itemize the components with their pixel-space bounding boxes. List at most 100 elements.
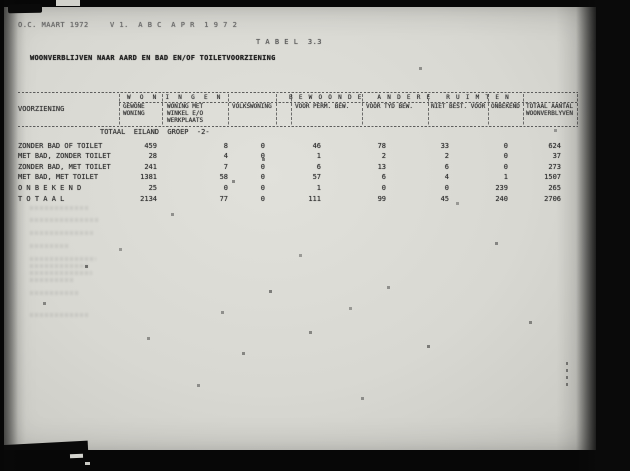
table-cell: 2 xyxy=(444,152,449,160)
date-stamp-right: V 1. A B C A P R 1 9 7 2 xyxy=(110,21,238,29)
column-divider xyxy=(162,94,163,126)
table-cell: 25 xyxy=(148,184,157,192)
scope-line: TOTAAL EILAND GROEP -2- xyxy=(100,128,210,136)
tabel-number-label: T A B E L 3.3 xyxy=(256,38,323,46)
column-header: VOOR TYD BEW. xyxy=(366,103,413,110)
table-cell: 33 xyxy=(440,141,449,150)
row-label: MET BAD, MET TOILET xyxy=(18,173,99,181)
table-cell: 240 xyxy=(495,195,508,203)
date-stamp-left: O.C. MAART 1972 xyxy=(18,21,89,29)
table-rule-under-groups xyxy=(119,102,578,103)
ghost-bleed-line xyxy=(30,206,90,210)
table-cell: 6 xyxy=(381,173,386,181)
scan-shadow-left xyxy=(4,0,18,471)
column-header: TOTAAL AANTAL xyxy=(526,103,573,110)
scan-border-white-dash xyxy=(69,453,84,459)
column-header: WONING xyxy=(123,109,145,117)
margin-dotted-mark xyxy=(566,362,568,386)
table-cell: 4 xyxy=(223,152,228,160)
column-header: WERKPLAATS xyxy=(167,116,204,124)
table-cell: 6 xyxy=(316,162,321,171)
table-rule-top xyxy=(18,92,578,93)
row-label: O N B E K E N D xyxy=(18,184,82,192)
column-header: GEWONE xyxy=(123,103,145,110)
column-divider xyxy=(488,94,489,126)
table-cell: 1 xyxy=(316,184,321,192)
table-cell: 459 xyxy=(144,141,157,150)
scan-border-bottom xyxy=(0,450,630,471)
table-cell: 0 xyxy=(260,152,265,160)
table-cell: 78 xyxy=(377,141,386,150)
table-cell: 0 xyxy=(223,184,228,192)
ghost-bleed-line xyxy=(30,257,96,261)
table-cell: 1 xyxy=(503,173,508,181)
ghost-bleed-line xyxy=(30,264,88,268)
table-cell: 4 xyxy=(444,173,449,181)
column-divider xyxy=(428,94,429,126)
table-cell: 77 xyxy=(219,195,228,203)
table-cell: 1507 xyxy=(544,173,561,181)
table-cell: 28 xyxy=(148,152,157,160)
table-cell: 46 xyxy=(312,141,321,150)
table-cell: 1 xyxy=(316,152,321,160)
table-cell: 57 xyxy=(312,173,321,181)
group-header-woningen: W O N I N G E N xyxy=(127,94,224,101)
column-header: NIET BEST. VOOR xyxy=(431,103,486,110)
table-cell: 0 xyxy=(381,184,386,192)
table-cell: 265 xyxy=(548,184,561,192)
ghost-bleed-line xyxy=(30,313,88,317)
table-cell: 99 xyxy=(377,195,386,203)
table-cell: 0 xyxy=(503,152,508,160)
column-header: WINKEL E/O xyxy=(167,109,204,117)
table-cell: 111 xyxy=(308,195,321,203)
table-cell: 7 xyxy=(223,162,228,171)
table-cell: 0 xyxy=(444,184,449,192)
column-header: VOOR PERM. BEW. xyxy=(295,103,350,110)
column-header: VOLKSWONING xyxy=(232,103,272,110)
table-rule-under-headers xyxy=(18,126,578,127)
table-cell: 1381 xyxy=(140,173,157,181)
table-cell: 241 xyxy=(144,162,157,171)
page-title: WOONVERBLIJVEN NAAR AARD EN BAD EN/OF TO… xyxy=(30,54,276,62)
table-cell: 37 xyxy=(552,152,561,160)
table-cell: 239 xyxy=(495,184,508,192)
ghost-bleed-line xyxy=(30,231,94,235)
group-header-bewoonde-andere-ruimten: B E W O O N D E A N D E R E R U I M T E … xyxy=(289,94,511,101)
column-divider xyxy=(276,94,277,126)
table-cell: 6 xyxy=(444,162,449,171)
table-cell: 0 xyxy=(503,162,508,171)
ghost-bleed-line xyxy=(30,218,100,222)
column-divider xyxy=(291,94,292,126)
table-cell: 8 xyxy=(223,141,228,150)
column-divider xyxy=(119,94,120,126)
ghost-bleed-line xyxy=(30,291,80,295)
paper-sheet xyxy=(2,6,598,452)
table-cell: 0 xyxy=(260,173,265,181)
table-cell: 0 xyxy=(260,141,265,150)
column-divider xyxy=(523,94,524,126)
column-divider xyxy=(228,94,229,126)
table-cell: 45 xyxy=(440,195,449,203)
table-cell: 2134 xyxy=(140,195,157,203)
scan-border-white-dot xyxy=(85,462,90,465)
table-cell: 0 xyxy=(260,195,265,203)
ghost-bleed-line xyxy=(30,271,92,275)
table-cell: 2 xyxy=(381,152,386,160)
ghost-bleed-line xyxy=(30,278,74,282)
column-header: ONBEKEND xyxy=(491,103,520,110)
row-label: ZONDER BAD, MET TOILET xyxy=(18,162,111,171)
row-label: T O T A A L xyxy=(18,195,65,203)
scan-shadow-right xyxy=(576,0,596,471)
ghost-bleed-line xyxy=(30,244,70,248)
table-cell: 13 xyxy=(377,162,386,171)
scan-border-notch xyxy=(56,0,80,6)
table-cell: 624 xyxy=(548,141,561,150)
column-header: WOONVERBLYVEN xyxy=(526,109,573,117)
scan-border-top xyxy=(0,0,630,7)
stub-header-voorziening: VOORZIENING xyxy=(18,105,65,113)
table-cell: 0 xyxy=(503,141,508,150)
table-cell: 2706 xyxy=(544,195,561,203)
scan-border-right xyxy=(596,0,630,471)
column-divider xyxy=(362,94,363,126)
